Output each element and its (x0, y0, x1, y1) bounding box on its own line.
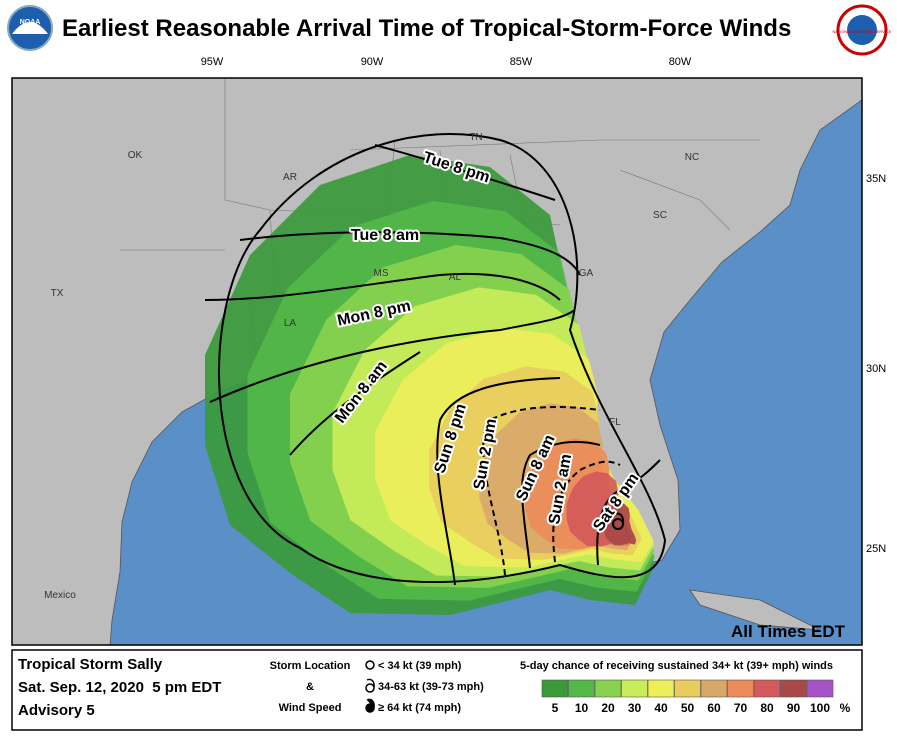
probability-unit: % (840, 701, 851, 715)
colorbar-swatch (753, 679, 781, 698)
latitude-label: 25N (866, 543, 886, 555)
place-label: GA (579, 268, 594, 279)
nws-text: NATIONAL WEATHER SERVICE (833, 29, 892, 34)
place-label: MS (374, 268, 389, 279)
colorbar: 5 10 20 30 40 50 60 70 80 90 100 (541, 679, 834, 715)
colorbar-swatch (647, 679, 675, 698)
symbol-label: < 34 kt (39 mph) (378, 660, 462, 672)
probability-band (603, 502, 637, 546)
place-label: TX (51, 288, 64, 299)
longitude-label: 95W (201, 56, 224, 68)
colorbar-label: 80 (760, 701, 774, 715)
colorbar-label: 30 (628, 701, 642, 715)
place-label: TN (469, 132, 482, 143)
colorbar-swatch (621, 679, 648, 698)
colorbar-label: 50 (681, 701, 695, 715)
colorbar-swatch (594, 679, 622, 698)
colorbar-label: 5 (552, 701, 559, 715)
colorbar-swatch (727, 679, 754, 698)
place-label: OK (128, 150, 143, 161)
colorbar-swatch (700, 679, 728, 698)
colorbar-label: 70 (734, 701, 748, 715)
colorbar-swatch (541, 679, 569, 698)
probability-swath (205, 155, 655, 615)
map: 95W 90W 85W 80W 35N 30N 25N OK AR TN NC SC MS AL GA TX L… (11, 56, 886, 646)
symbol-label: ≥ 64 kt (74 mph) (378, 702, 461, 714)
symbol-icon (365, 660, 375, 670)
probability-heading: 5-day chance of receiving sustained 34+ … (520, 660, 833, 672)
storm-symbol (612, 512, 625, 530)
issued: Sat. Sep. 12, 2020 5 pm EDT (18, 679, 221, 696)
symbol-label: 34-63 kt (39-73 mph) (378, 681, 484, 693)
title: Earliest Reasonable Arrival Time of Trop… (62, 15, 791, 42)
colorbar-swatch (780, 679, 807, 698)
place-label: SC (653, 210, 667, 221)
place-label: AL (449, 272, 462, 283)
latitude-label: 30N (866, 363, 886, 375)
symbol-icon (365, 698, 375, 713)
place-label: Mexico (44, 590, 76, 601)
place-label: LA (284, 318, 297, 329)
latitude-label: 35N (866, 173, 886, 185)
storm-name: Tropical Storm Sally (18, 656, 163, 673)
longitude-label: 90W (361, 56, 384, 68)
nws-logo: NATIONAL WEATHER SERVICE (833, 4, 892, 56)
longitude-label: 85W (510, 56, 533, 68)
cuba (689, 589, 821, 631)
noaa-logo: NOAA (7, 5, 53, 51)
symbol-heading: Wind Speed (279, 702, 342, 714)
colorbar-label: 100 (810, 701, 830, 715)
place-label: FL (609, 417, 621, 428)
place-label: NC (685, 152, 699, 163)
time-contours (204, 133, 667, 586)
symbol-icon (365, 678, 375, 693)
colorbar-label: 90 (787, 701, 801, 715)
noaa-text: NOAA (20, 19, 41, 26)
time-note: All Times EDT (731, 622, 846, 641)
colorbar-swatch (674, 679, 701, 698)
place-label: AR (283, 172, 297, 183)
colorbar-label: 60 (707, 701, 721, 715)
colorbar-swatch (806, 679, 834, 698)
map-frame (11, 77, 863, 646)
advisory: Advisory 5 (18, 702, 95, 719)
symbol-heading: & (306, 681, 314, 693)
colorbar-label: 40 (654, 701, 668, 715)
colorbar-label: 10 (575, 701, 589, 715)
colorbar-swatch (568, 679, 595, 698)
colorbar-label: 20 (601, 701, 615, 715)
symbol-heading: Storm Location (270, 660, 351, 672)
time-label: Tue 8 am (351, 227, 419, 244)
longitude-label: 80W (669, 56, 692, 68)
